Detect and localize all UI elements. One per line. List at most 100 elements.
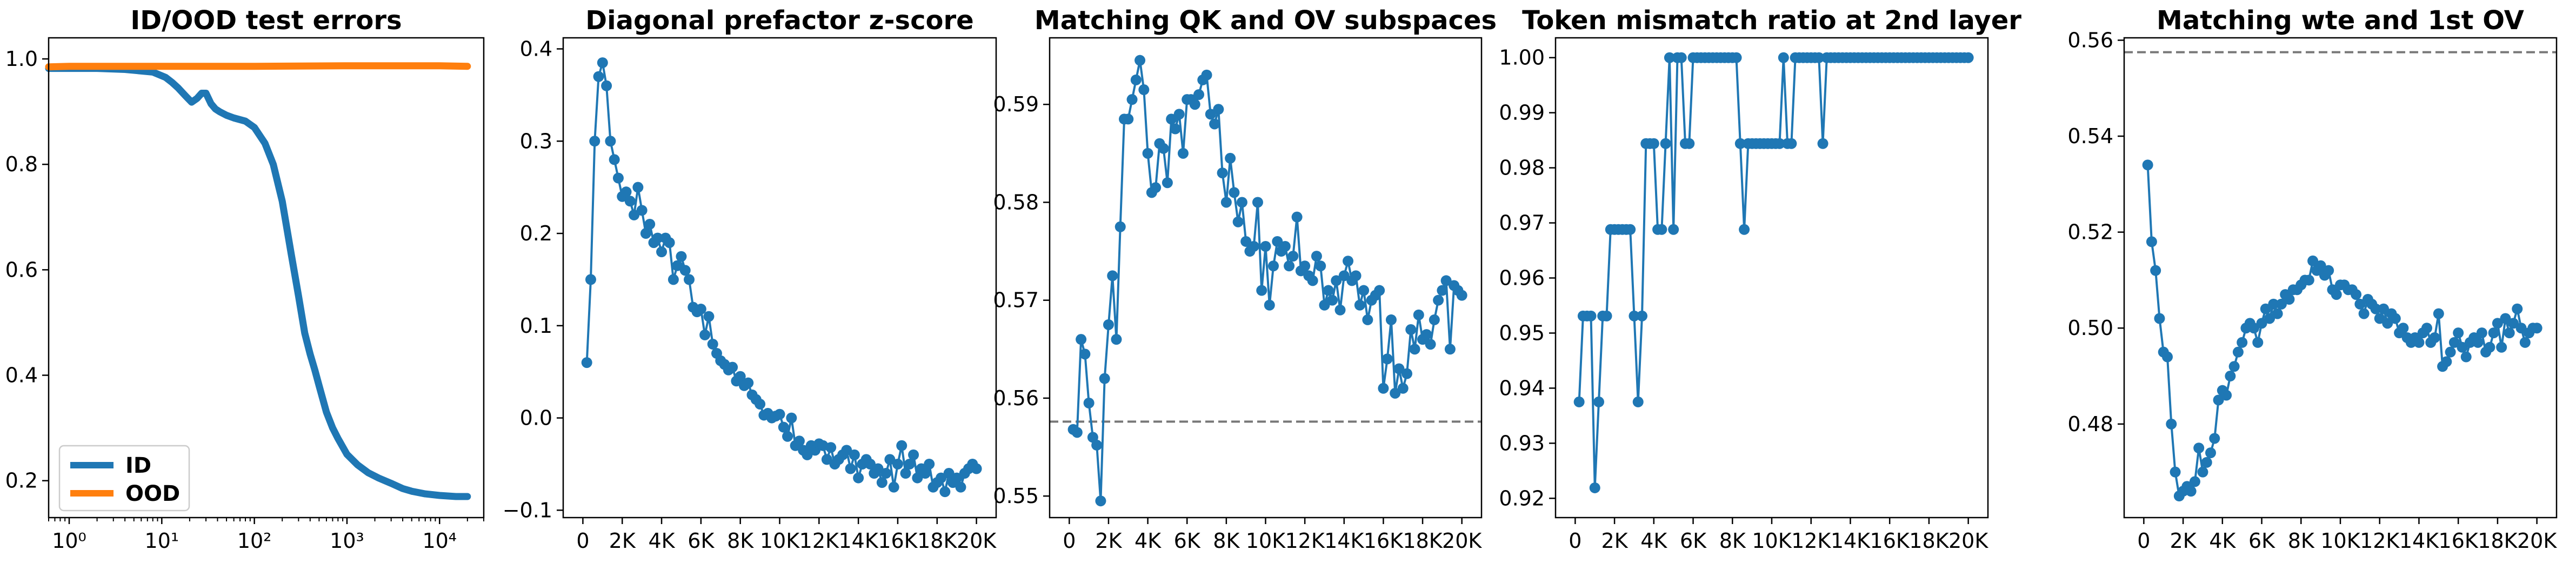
data-point — [1272, 236, 1283, 247]
axes-frame — [562, 37, 997, 519]
data-point — [2331, 289, 2342, 300]
data-point — [2460, 351, 2472, 363]
data-point — [755, 398, 766, 410]
y-tick-label: 0.56 — [2067, 28, 2113, 52]
y-tick-label: 0.59 — [993, 92, 1039, 116]
data-point — [825, 442, 837, 453]
data-point — [1311, 251, 1322, 262]
data-point — [2457, 341, 2468, 353]
y-tick-label: 0.2 — [5, 469, 38, 493]
data-point — [699, 329, 711, 340]
x-tick-label: 2K — [2170, 529, 2197, 553]
data-point — [1284, 260, 1295, 272]
data-point — [2374, 313, 2385, 324]
data-point — [679, 265, 691, 276]
data-point — [735, 371, 746, 382]
y-tick-label: 0.97 — [1499, 211, 1545, 235]
data-point — [1413, 309, 1424, 320]
data-point — [2323, 265, 2334, 276]
data-point — [652, 232, 663, 244]
data-point — [939, 486, 951, 498]
data-point — [2189, 476, 2200, 487]
data-point — [2256, 318, 2267, 329]
x-tick-label: 0 — [1569, 529, 1581, 553]
data-point — [1225, 152, 1236, 164]
chart-panel-3: Matching QK and OV subspaces 0.55 0.56 0.57… — [993, 5, 1497, 553]
data-point — [1374, 285, 1385, 296]
data-point — [1338, 270, 1350, 281]
data-point — [664, 237, 675, 249]
data-point — [853, 472, 864, 484]
data-point — [1126, 94, 1138, 105]
data-point — [2488, 327, 2499, 339]
y-tick-label: 0.58 — [993, 190, 1039, 214]
data-point — [1385, 314, 1397, 325]
data-point — [2445, 346, 2456, 358]
data-point — [2441, 356, 2452, 367]
data-point — [1134, 55, 1146, 66]
data-point — [1963, 52, 1974, 63]
data-point — [1456, 290, 1467, 301]
data-point — [2232, 346, 2244, 358]
data-point — [1260, 241, 1271, 252]
data-point — [1362, 314, 1373, 325]
y-tick-label: 0.6 — [5, 258, 38, 281]
x-tick-label: 8K — [727, 529, 754, 553]
data-point — [888, 481, 899, 493]
data-point — [924, 458, 935, 470]
data-point — [2515, 323, 2527, 334]
x-tick-label: 2K — [609, 529, 636, 553]
data-point — [2421, 323, 2432, 334]
data-point — [2185, 486, 2197, 497]
data-point — [1354, 299, 1365, 311]
data-point — [727, 361, 738, 373]
data-point — [672, 260, 683, 271]
data-point — [908, 449, 919, 460]
data-point — [1625, 224, 1636, 235]
data-point — [1429, 314, 1440, 325]
data-point — [1382, 353, 1393, 365]
data-point — [612, 172, 624, 184]
x-tick-label: 0 — [576, 529, 589, 553]
y-tick-label: 0.98 — [1499, 156, 1545, 180]
data-point — [971, 463, 982, 474]
data-point — [1076, 334, 1087, 345]
x-tick-label: 10K — [2320, 529, 2360, 553]
data-point — [1656, 224, 1667, 235]
series-line — [1072, 59, 1463, 502]
y-tick-label: 0.52 — [2067, 220, 2113, 244]
x-tick-label: 8K — [2288, 529, 2315, 553]
data-point — [1079, 348, 1091, 360]
data-point — [1637, 310, 1647, 321]
data-point — [597, 57, 608, 69]
data-point — [1668, 224, 1679, 235]
y-tick-label: 0.57 — [993, 289, 1039, 312]
data-point — [1774, 138, 1785, 149]
data-point — [2150, 265, 2161, 276]
data-point — [1786, 138, 1797, 149]
y-tick-label: 0.1 — [520, 314, 552, 338]
x-tick-label: 4K — [648, 529, 675, 553]
data-point — [1252, 197, 1263, 208]
data-point — [1099, 373, 1110, 384]
data-point — [644, 218, 656, 230]
legend-label: OOD — [125, 481, 180, 506]
data-point — [2268, 298, 2279, 310]
data-point — [2378, 303, 2389, 314]
x-tick-label: 6K — [2248, 529, 2275, 553]
data-point — [1229, 187, 1240, 198]
data-point — [2484, 341, 2495, 353]
x-tick-label: 14K — [838, 529, 878, 553]
data-point — [2531, 323, 2542, 334]
y-tick-label: 0.56 — [993, 386, 1039, 410]
x-tick-label: 18K — [917, 529, 957, 553]
data-point — [1660, 138, 1671, 149]
data-point — [1201, 69, 1212, 81]
data-point — [1440, 275, 1452, 286]
x-tick-label: 2K — [1095, 529, 1122, 553]
chart-title: Matching wte and 1st OV — [2157, 5, 2524, 36]
data-point — [2390, 313, 2401, 324]
data-point — [2433, 308, 2444, 319]
data-point — [640, 228, 651, 239]
x-tick-label: 10⁰ — [52, 529, 86, 553]
